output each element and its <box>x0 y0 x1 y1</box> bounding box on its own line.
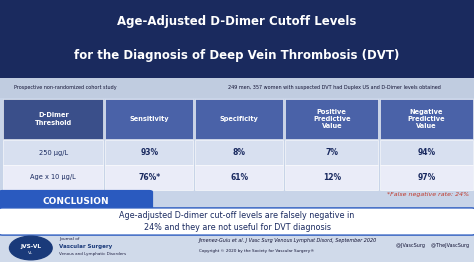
Bar <box>105 140 193 165</box>
Bar <box>380 99 473 139</box>
Text: 250 μg/L: 250 μg/L <box>39 150 68 156</box>
Circle shape <box>9 236 52 260</box>
Bar <box>380 165 473 190</box>
Bar <box>105 99 193 139</box>
Text: Negative
Predictive
Value: Negative Predictive Value <box>408 109 446 129</box>
Text: 93%: 93% <box>140 148 158 157</box>
Text: Prospective non-randomized cohort study: Prospective non-randomized cohort study <box>14 85 117 90</box>
Text: Jimenez-Guiu et al. J Vasc Surg Venous Lymphat Disord, September 2020: Jimenez-Guiu et al. J Vasc Surg Venous L… <box>199 238 377 243</box>
Text: 249 men, 357 women with suspected DVT had Duplex US and D-Dimer levels obtained: 249 men, 357 women with suspected DVT ha… <box>228 85 440 90</box>
Bar <box>285 165 378 190</box>
Text: 12%: 12% <box>323 173 341 182</box>
Text: *False negative rate: 24%: *False negative rate: 24% <box>387 192 469 197</box>
Text: Vascular Surgery: Vascular Surgery <box>59 244 112 249</box>
Text: VL: VL <box>28 251 33 255</box>
Text: for the Diagnosis of Deep Vein Thrombosis (DVT): for the Diagnosis of Deep Vein Thrombosi… <box>74 48 400 62</box>
FancyBboxPatch shape <box>0 190 153 212</box>
Text: @JVascSurg    @TheJVascSurg: @JVascSurg @TheJVascSurg <box>396 243 469 248</box>
Bar <box>3 140 103 165</box>
Text: 8%: 8% <box>233 148 246 157</box>
Text: Journal of: Journal of <box>59 237 80 241</box>
Text: Copyright © 2020 by the Society for Vascular Surgery®: Copyright © 2020 by the Society for Vasc… <box>199 249 314 253</box>
Text: 97%: 97% <box>418 173 436 182</box>
Bar <box>105 165 193 190</box>
Bar <box>195 165 283 190</box>
Text: JVS-VL: JVS-VL <box>20 244 41 249</box>
Bar <box>380 140 473 165</box>
Bar <box>3 99 103 139</box>
Text: Age-adjusted D-dimer cut-off levels are falsely negative in
24% and they are not: Age-adjusted D-dimer cut-off levels are … <box>119 211 355 232</box>
Bar <box>0 78 474 98</box>
FancyBboxPatch shape <box>0 208 474 235</box>
Bar <box>0 233 474 262</box>
Text: Positive
Predictive
Value: Positive Predictive Value <box>313 109 351 129</box>
Text: Specificity: Specificity <box>220 116 259 122</box>
Bar <box>3 165 103 190</box>
Bar <box>0 0 474 78</box>
Text: Venous and Lymphatic Disorders: Venous and Lymphatic Disorders <box>59 252 127 256</box>
Text: 94%: 94% <box>418 148 436 157</box>
Text: D-Dimer
Threshold: D-Dimer Threshold <box>35 112 72 125</box>
Bar <box>195 99 283 139</box>
Text: Age-Adjusted D-Dimer Cutoff Levels: Age-Adjusted D-Dimer Cutoff Levels <box>117 15 357 29</box>
Bar <box>195 140 283 165</box>
Text: Sensitivity: Sensitivity <box>129 116 169 122</box>
Text: CONCLUSION: CONCLUSION <box>43 196 109 205</box>
Text: 7%: 7% <box>325 148 338 157</box>
Text: Age x 10 μg/L: Age x 10 μg/L <box>30 174 76 181</box>
Bar <box>285 140 378 165</box>
Bar <box>285 99 378 139</box>
Text: 76%*: 76%* <box>138 173 160 182</box>
Text: 61%: 61% <box>230 173 248 182</box>
